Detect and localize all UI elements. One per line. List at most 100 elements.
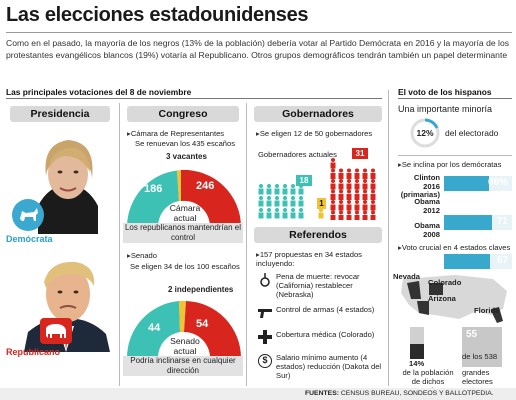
- sources-line: FUENTES: CENSUS BUREAU, SONDEOS Y BALLOT…: [305, 390, 494, 397]
- gobernadores-text2: Gobernadores actuales: [258, 150, 337, 159]
- governor-figure: [290, 208, 296, 219]
- governor-figure: [258, 208, 264, 219]
- electores-of: de los 538: [462, 352, 498, 361]
- camara-text2: Se renuevan los 435 escaños: [135, 139, 236, 148]
- governor-figure: [354, 210, 360, 220]
- bar-fill: [444, 176, 489, 191]
- governor-figure: [330, 210, 336, 220]
- governor-figure: [330, 200, 336, 211]
- state-florida: Florida: [474, 306, 500, 315]
- bar-fill: [444, 215, 493, 230]
- dollar-icon: $: [258, 354, 272, 368]
- governor-figure: [354, 200, 360, 211]
- camara-center-label: Cámara actual: [165, 203, 205, 223]
- title-divider: [6, 32, 512, 33]
- camara-semicircle: [127, 169, 242, 227]
- governor-figure: [330, 158, 336, 169]
- divider-2: [246, 103, 247, 386]
- governor-figure: [290, 196, 296, 207]
- camara-dem-arc: [127, 170, 179, 227]
- camara-center-line2: actual: [173, 213, 197, 223]
- governor-figure: [362, 189, 368, 200]
- electores-num: 55: [466, 329, 478, 340]
- dem-label: Demócrata: [6, 234, 53, 244]
- left-header-rule: [6, 98, 382, 99]
- independientes-label: 2 independientes: [168, 285, 234, 294]
- governor-figure: [346, 210, 352, 220]
- gun-icon: [258, 306, 272, 318]
- governor-figure: [330, 168, 336, 179]
- state-arizona: Arizona: [428, 294, 456, 303]
- bar-value: 71: [496, 216, 508, 227]
- divider-1: [119, 103, 120, 386]
- governor-figure: [282, 196, 288, 207]
- gobernadores-text1: Se eligen 12 de 50 gobernadores: [256, 129, 376, 138]
- donkey-icon: [12, 199, 44, 231]
- gov-ind-value: 1: [317, 198, 326, 209]
- referendo-item-4: Salario mínimo aumento (4 estados) reduc…: [276, 353, 382, 380]
- senado-center-label: Senado actual: [165, 336, 205, 356]
- page-title: Las elecciones estadounidenses: [6, 4, 309, 26]
- governor-figure: [274, 196, 280, 207]
- electores-box: [462, 327, 502, 367]
- governor-figure: [266, 196, 272, 207]
- governor-figure: [290, 184, 296, 195]
- right-section-header: El voto de los hispanos: [398, 87, 492, 97]
- pct-value: 12%: [416, 128, 434, 138]
- governor-figure: [354, 189, 360, 200]
- senado-semicircle: [126, 300, 242, 358]
- governor-figure: [362, 179, 368, 190]
- referendo-item-1: Pena de muerte: revocar (California) res…: [276, 272, 360, 299]
- gobernadores-pill: Gobernadores: [254, 106, 382, 122]
- divider-3: [388, 90, 389, 386]
- governor-figure: [266, 184, 272, 195]
- governor-figure: [362, 210, 368, 220]
- governor-figure: [330, 189, 336, 200]
- governor-figure: [346, 168, 352, 179]
- governor-figure: [338, 210, 344, 220]
- governor-figure: [346, 179, 352, 190]
- elephant-icon: [40, 318, 72, 344]
- sources-text: CENSUS BUREAU, SONDEOS Y BALLOTPEDIA.: [340, 390, 494, 397]
- medical-cross-icon: [258, 330, 272, 344]
- bar: 67: [444, 254, 512, 269]
- senado-rep-arc: [184, 301, 242, 358]
- senado-ind-arc: [179, 300, 186, 332]
- us-map: [401, 275, 507, 323]
- bar: 71: [444, 215, 512, 230]
- senado-text2: Se eligen 34 de los 100 escaños: [130, 262, 240, 271]
- governor-figure: [298, 208, 304, 219]
- governor-figure: [318, 208, 324, 219]
- senado-dem-value: 44: [148, 322, 161, 334]
- clave-label: Voto crucial en 4 estados claves: [398, 243, 514, 252]
- bar-label: Obama 2012: [414, 197, 440, 215]
- camara-dem-value: 186: [144, 183, 163, 195]
- governor-figure: [370, 179, 376, 190]
- bar-label: Obama 2008: [414, 221, 440, 239]
- camara-rep-arc: [181, 169, 242, 227]
- camara-text1: Cámara de Representantes: [127, 129, 224, 138]
- governor-figure: [370, 189, 376, 200]
- governor-figure: [354, 179, 360, 190]
- bar-label: Clinton 2016 (primarias): [400, 173, 440, 199]
- footer-bg: [0, 388, 516, 400]
- right-header-rule: [398, 98, 512, 99]
- hisp-rule-1: [398, 155, 512, 156]
- bar: 66%: [444, 176, 512, 191]
- democratas-label: Se inclina por los demócratas: [398, 160, 514, 169]
- vacantes-label: 3 vacantes: [166, 152, 207, 161]
- pct-donut: [410, 118, 440, 148]
- governor-figure: [370, 168, 376, 179]
- senado-text1: Senado: [127, 251, 157, 260]
- camara-note: Los republicanos mantendrían el control: [123, 223, 243, 243]
- referendos-intro: 157 propuestas en 34 estados incluyendo:: [256, 250, 386, 268]
- governor-figure: [354, 168, 360, 179]
- left-section-header: Las principales votaciones del 8 de novi…: [6, 87, 192, 97]
- bar-value: 67: [496, 255, 508, 266]
- governor-figure: [346, 200, 352, 211]
- governor-figure: [338, 200, 344, 211]
- rep-label: Republicano: [6, 347, 61, 357]
- gov-dem-value: 18: [296, 175, 312, 186]
- electores-text: grandes electores: [462, 368, 493, 386]
- bar-value: 66%: [487, 177, 508, 188]
